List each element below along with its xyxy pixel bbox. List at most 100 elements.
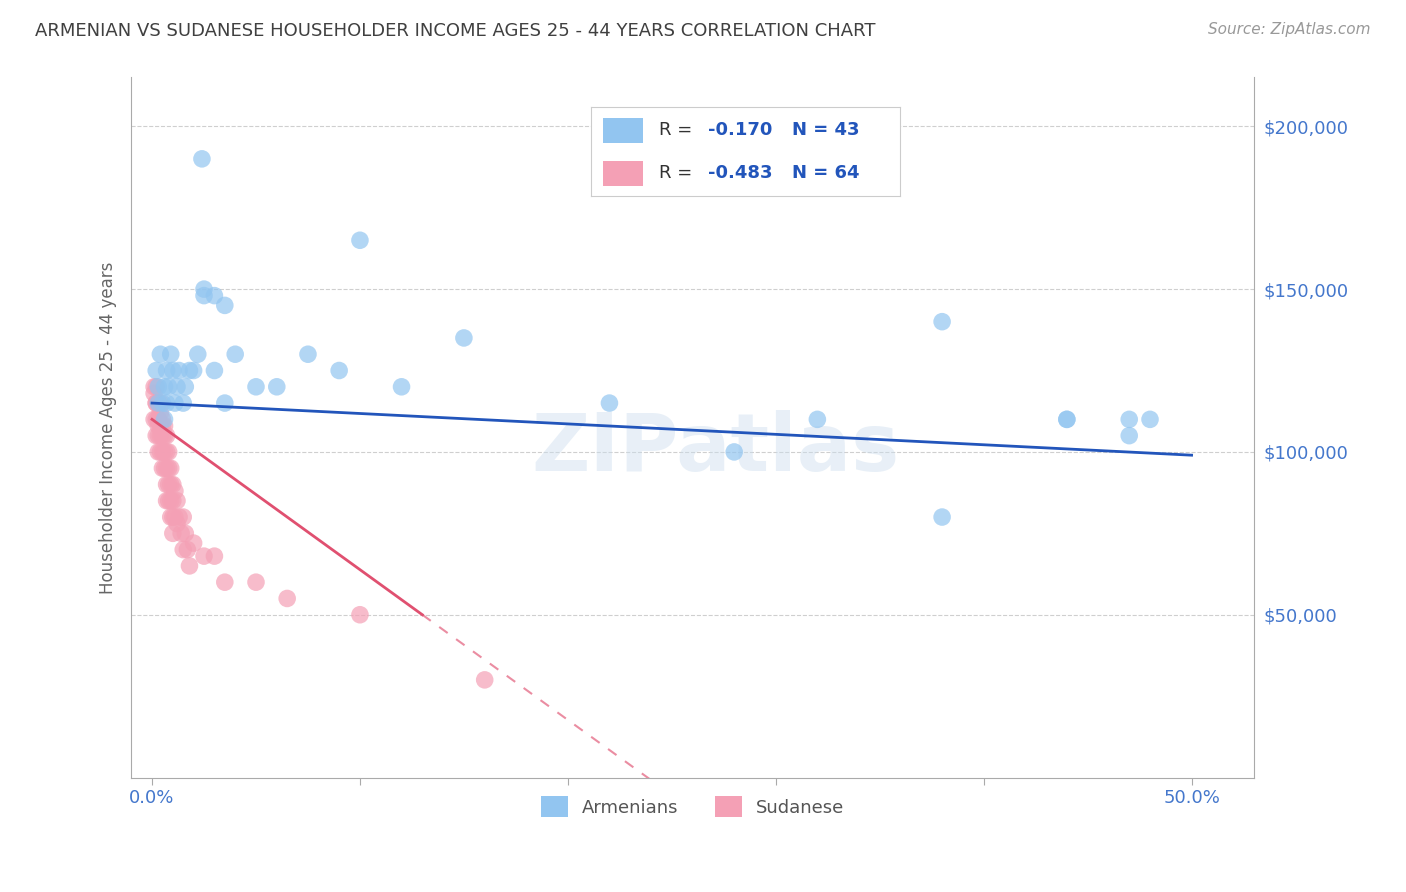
Point [1056, 412, 1078, 426]
Point [149, 406, 172, 420]
FancyBboxPatch shape [603, 161, 643, 186]
Point [1139, 412, 1161, 426]
Point [143, 386, 166, 401]
Point [145, 396, 167, 410]
Text: -0.170: -0.170 [709, 121, 772, 139]
Point [349, 233, 371, 247]
Point [148, 412, 170, 426]
Point [153, 412, 176, 426]
Point [202, 288, 225, 302]
Y-axis label: Householder Income Ages 25 - 44 years: Householder Income Ages 25 - 44 years [100, 261, 117, 594]
Point [157, 445, 180, 459]
Point [148, 396, 170, 410]
Legend: Armenians, Sudanese: Armenians, Sudanese [533, 789, 852, 824]
Point [157, 493, 180, 508]
Point [214, 298, 236, 312]
Point [149, 445, 172, 459]
Point [148, 412, 170, 426]
Point [1056, 412, 1078, 426]
Point [159, 347, 181, 361]
Point [159, 493, 181, 508]
Point [391, 380, 413, 394]
Point [155, 445, 177, 459]
Point [162, 363, 184, 377]
Point [202, 549, 225, 563]
Point [155, 396, 177, 410]
Point [328, 363, 350, 377]
Point [153, 461, 176, 475]
Point [162, 493, 184, 508]
Text: N = 64: N = 64 [792, 164, 859, 182]
Point [148, 396, 170, 410]
Point [157, 477, 180, 491]
Point [172, 396, 194, 410]
Point [349, 607, 371, 622]
Point [179, 558, 201, 573]
Point [153, 380, 176, 394]
FancyBboxPatch shape [603, 118, 643, 143]
Text: R =: R = [658, 121, 697, 139]
Text: -0.483: -0.483 [709, 164, 772, 182]
Point [149, 428, 172, 442]
Point [931, 315, 953, 329]
Point [191, 152, 214, 166]
Point [172, 542, 194, 557]
Point [174, 526, 197, 541]
Point [163, 483, 186, 498]
Point [163, 396, 186, 410]
Text: ARMENIAN VS SUDANESE HOUSEHOLDER INCOME AGES 25 - 44 YEARS CORRELATION CHART: ARMENIAN VS SUDANESE HOUSEHOLDER INCOME … [35, 22, 876, 40]
Point [245, 575, 267, 590]
Point [806, 412, 828, 426]
Point [166, 380, 188, 394]
Point [276, 591, 298, 606]
Point [152, 428, 174, 442]
Point [153, 418, 176, 433]
Point [148, 428, 170, 442]
Point [153, 428, 176, 442]
Point [176, 542, 198, 557]
Point [1118, 412, 1140, 426]
Point [152, 461, 174, 475]
Point [214, 575, 236, 590]
Point [166, 516, 188, 531]
Point [723, 445, 745, 459]
Point [145, 412, 167, 426]
Point [598, 396, 620, 410]
Point [149, 396, 172, 410]
Point [152, 445, 174, 459]
Point [172, 510, 194, 524]
Point [145, 363, 167, 377]
Point [167, 510, 190, 524]
Point [159, 510, 181, 524]
Point [148, 418, 170, 433]
Point [159, 461, 181, 475]
Point [153, 445, 176, 459]
Point [143, 380, 166, 394]
Point [152, 396, 174, 410]
Text: N = 43: N = 43 [792, 121, 859, 139]
Point [453, 331, 475, 345]
Point [157, 380, 180, 394]
Point [193, 282, 215, 296]
Point [149, 418, 172, 433]
Point [170, 526, 193, 541]
Point [145, 380, 167, 394]
Point [149, 347, 172, 361]
Point [179, 363, 201, 377]
Point [474, 673, 496, 687]
Point [163, 510, 186, 524]
Point [214, 396, 236, 410]
Point [145, 396, 167, 410]
Point [187, 347, 209, 361]
Point [145, 428, 167, 442]
Point [157, 461, 180, 475]
Point [162, 477, 184, 491]
Point [166, 493, 188, 508]
Point [202, 363, 225, 377]
Point [143, 412, 166, 426]
Point [193, 288, 215, 302]
Point [148, 380, 170, 394]
Point [193, 549, 215, 563]
Point [245, 380, 267, 394]
Text: R =: R = [658, 164, 697, 182]
